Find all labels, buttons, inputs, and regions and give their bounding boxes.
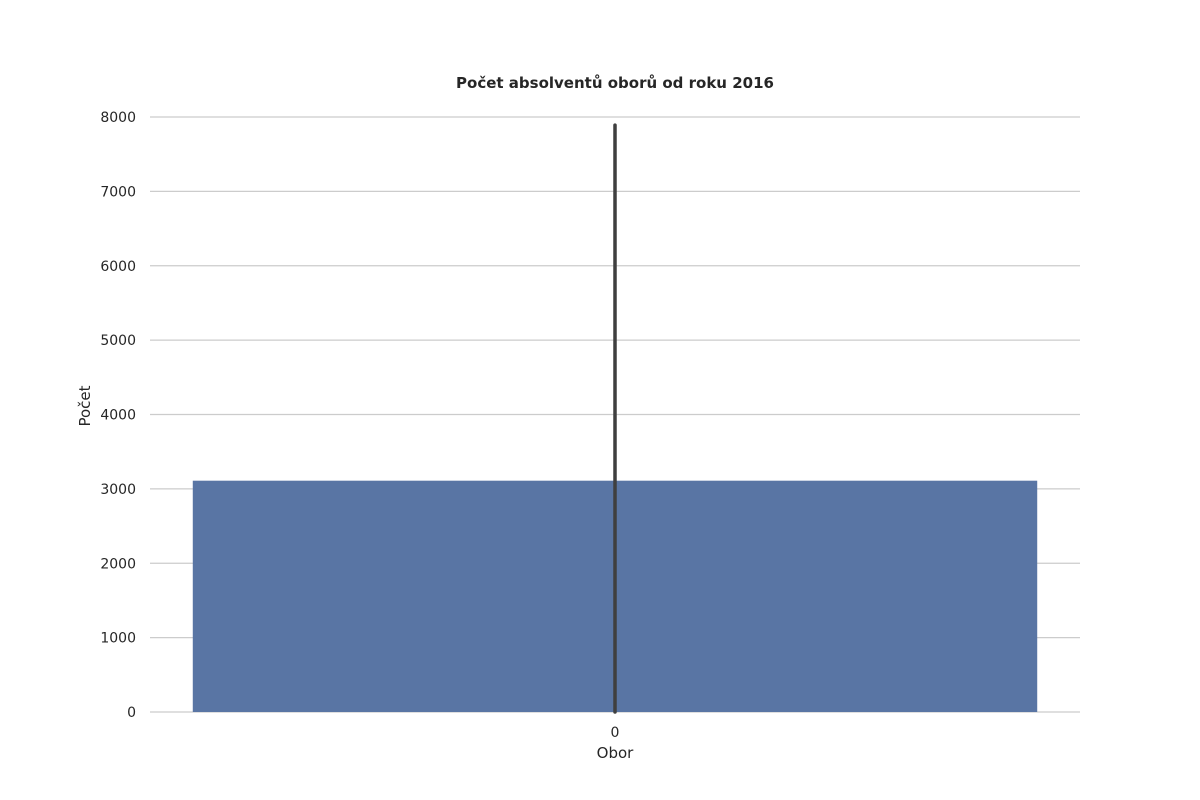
y-tick-label: 2000 (100, 556, 136, 572)
x-tick-label: 0 (611, 725, 620, 741)
y-axis-label: Počet (76, 385, 94, 426)
y-tick-label: 8000 (100, 110, 136, 126)
y-tick-label: 7000 (100, 184, 136, 200)
x-axis-label: Obor (597, 744, 635, 762)
chart-title: Počet absolventů oborů od roku 2016 (456, 74, 774, 92)
y-tick-labels: 0 1000 2000 3000 4000 5000 6000 7000 8000 (100, 110, 136, 721)
y-tick-label: 3000 (100, 482, 136, 498)
y-tick-label: 1000 (100, 631, 136, 647)
y-tick-label: 6000 (100, 259, 136, 275)
x-tick-labels: 0 (611, 725, 620, 741)
y-tick-label: 4000 (100, 408, 136, 424)
y-tick-label: 5000 (100, 333, 136, 349)
y-tick-label: 0 (127, 705, 136, 721)
